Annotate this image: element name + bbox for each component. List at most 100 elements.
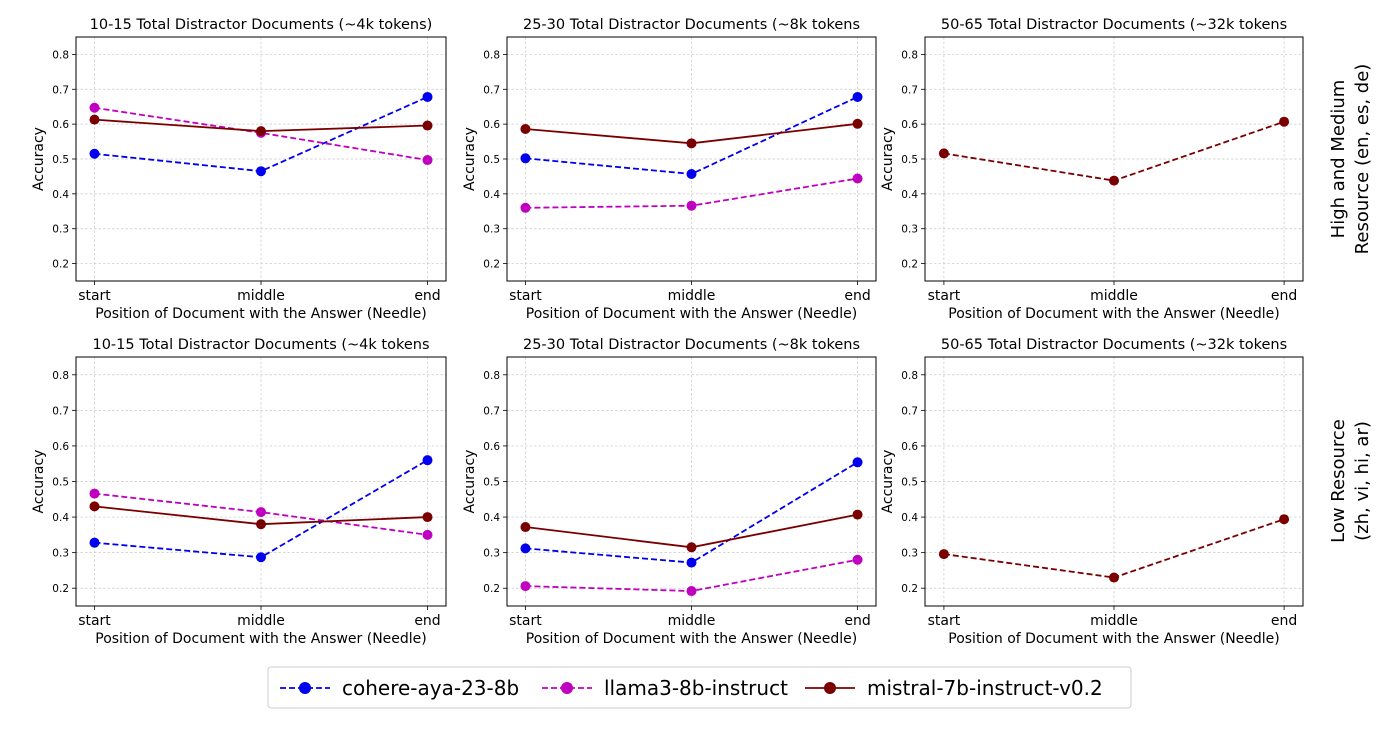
series-mistral-7b-instruct-v0.2 xyxy=(938,514,1290,583)
data-point xyxy=(422,91,433,102)
legend-marker xyxy=(824,682,836,694)
y-tick-label: 0.3 xyxy=(483,548,500,560)
data-point xyxy=(520,543,531,554)
panel-5: 0.2 0.3 0.4 0.5 0.6 0.7 0.8 start middle end 25-30… xyxy=(462,337,877,647)
x-tick-label: middle xyxy=(1090,288,1138,304)
legend-marker xyxy=(299,682,311,694)
series-mistral-7b-instruct-v0.2 xyxy=(938,116,1290,186)
data-point xyxy=(852,118,863,129)
data-point xyxy=(1279,116,1290,127)
legend-entry-cohere-aya-23-8b: cohere-aya-23-8b xyxy=(280,676,519,700)
legend-marker xyxy=(561,682,573,694)
legend-label: cohere-aya-23-8b xyxy=(342,676,519,700)
y-tick-label: 0.8 xyxy=(901,370,918,382)
data-point xyxy=(686,586,697,597)
y-tick-label: 0.2 xyxy=(901,259,918,271)
data-point xyxy=(89,148,100,159)
x-tick-label: end xyxy=(844,613,870,629)
series-mistral-7b-instruct-v0.2 xyxy=(520,509,863,553)
row-label-line: Low Resource xyxy=(1328,419,1349,543)
series-llama3-8b-instruct xyxy=(520,554,863,597)
data-point xyxy=(520,581,531,592)
row-label-2: Low Resource (zh, vi, hi, ar) xyxy=(1328,419,1373,543)
data-point xyxy=(686,557,697,568)
x-axis-label: Position of Document with the Answer (Ne… xyxy=(526,306,858,322)
y-tick-label: 0.3 xyxy=(483,224,500,236)
y-tick-label: 0.4 xyxy=(483,512,500,524)
x-tick-label: middle xyxy=(668,613,716,629)
panel-title: 25-30 Total Distractor Documents (~8k to… xyxy=(523,17,860,33)
series-cohere-aya-23-8b xyxy=(89,91,433,177)
data-point xyxy=(686,542,697,553)
series-cohere-aya-23-8b xyxy=(520,91,863,179)
y-tick-label: 0.4 xyxy=(901,189,918,201)
y-tick-label: 0.7 xyxy=(52,405,69,417)
series-mistral-7b-instruct-v0.2 xyxy=(89,114,433,137)
y-tick-label: 0.3 xyxy=(901,224,918,236)
y-tick-label: 0.5 xyxy=(483,154,500,166)
x-tick-label: start xyxy=(509,613,542,629)
data-point xyxy=(422,155,433,166)
x-axis-label: Position of Document with the Answer (Ne… xyxy=(95,306,427,322)
y-tick-label: 0.5 xyxy=(901,477,918,489)
data-point xyxy=(256,126,266,137)
series-llama3-8b-instruct xyxy=(89,488,433,540)
panel-4: 0.2 0.3 0.4 0.5 0.6 0.7 0.8 start middle end 10-15… xyxy=(31,337,447,647)
series-cohere-aya-23-8b xyxy=(89,455,433,563)
y-tick-label: 0.2 xyxy=(901,583,918,595)
series-line xyxy=(525,96,858,175)
x-tick-label: middle xyxy=(1090,613,1138,629)
y-tick-label: 0.4 xyxy=(52,189,69,201)
y-tick-label: 0.6 xyxy=(483,119,500,131)
y-tick-label: 0.6 xyxy=(483,441,500,453)
y-tick-label: 0.7 xyxy=(483,84,500,96)
legend-entry-mistral-7b-instruct-v0.2: mistral-7b-instruct-v0.2 xyxy=(805,676,1103,700)
row-label-line: High and Medium xyxy=(1328,80,1349,239)
y-tick-label: 0.6 xyxy=(901,441,918,453)
y-tick-label: 0.4 xyxy=(901,512,918,524)
row-label-line: Resource (en, es, de) xyxy=(1352,64,1373,255)
panel-title: 25-30 Total Distractor Documents (~8k to… xyxy=(523,337,860,353)
y-tick-label: 0.2 xyxy=(52,259,69,271)
data-point xyxy=(686,138,697,149)
y-tick-label: 0.4 xyxy=(483,189,500,201)
y-tick-label: 0.8 xyxy=(52,49,69,61)
row-label-line: (zh, vi, hi, ar) xyxy=(1352,421,1373,541)
data-point xyxy=(520,202,531,213)
panel-title: 50-65 Total Distractor Documents (~32k t… xyxy=(941,337,1287,353)
data-point xyxy=(422,455,433,466)
x-tick-label: end xyxy=(414,613,440,629)
x-tick-label: middle xyxy=(237,613,285,629)
data-point xyxy=(89,537,100,548)
y-tick-label: 0.2 xyxy=(52,583,69,595)
x-tick-label: start xyxy=(78,288,111,304)
y-tick-label: 0.8 xyxy=(483,49,500,61)
y-axis-label: Accuracy xyxy=(31,450,47,514)
y-tick-label: 0.7 xyxy=(901,84,918,96)
x-tick-label: middle xyxy=(668,288,716,304)
data-point xyxy=(852,509,863,520)
x-tick-label: middle xyxy=(237,288,285,304)
y-tick-label: 0.2 xyxy=(483,583,500,595)
series-mistral-7b-instruct-v0.2 xyxy=(89,501,433,530)
data-point xyxy=(89,102,100,113)
y-axis-label: Accuracy xyxy=(462,127,478,191)
panel-title: 50-65 Total Distractor Documents (~32k t… xyxy=(941,17,1287,33)
y-tick-label: 0.3 xyxy=(901,548,918,560)
x-tick-label: end xyxy=(844,288,870,304)
x-tick-label: start xyxy=(928,288,961,304)
y-tick-label: 0.6 xyxy=(901,119,918,131)
data-point xyxy=(89,501,100,512)
y-tick-label: 0.5 xyxy=(52,154,69,166)
legend-frame xyxy=(267,666,1132,709)
data-point xyxy=(1109,572,1119,583)
y-tick-label: 0.3 xyxy=(52,224,69,236)
data-point xyxy=(686,168,697,179)
data-point xyxy=(256,552,266,563)
x-axis-label: Position of Document with the Answer (Ne… xyxy=(95,631,427,647)
series-line xyxy=(94,106,428,161)
data-point xyxy=(852,457,863,468)
x-tick-label: start xyxy=(78,613,111,629)
x-axis-label: Position of Document with the Answer (Ne… xyxy=(948,306,1280,322)
